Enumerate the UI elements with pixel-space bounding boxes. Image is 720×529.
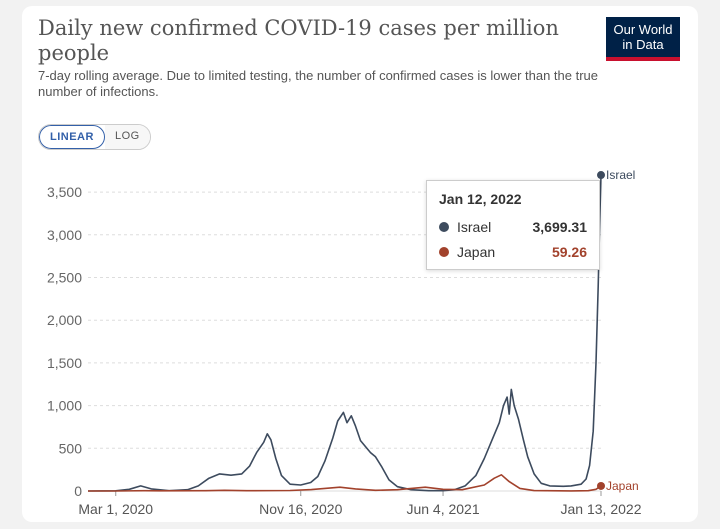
japan-dot-icon xyxy=(439,247,449,257)
y-tick-label: 3,000 xyxy=(47,227,82,243)
tooltip-series-value: 59.26 xyxy=(551,244,587,260)
y-tick-label: 1,000 xyxy=(47,398,82,414)
tooltip-row-japan: Japan 59.26 xyxy=(439,244,587,260)
tooltip-series-name: Japan xyxy=(457,244,496,260)
x-tick-label: Mar 1, 2020 xyxy=(78,501,153,517)
series-end-point-israel xyxy=(597,171,605,180)
y-tick-label: 2,500 xyxy=(47,269,82,285)
scale-toggle: LINEAR LOG xyxy=(38,124,151,150)
x-tick-label: Jan 13, 2022 xyxy=(561,501,642,517)
logo-line-1: Our World xyxy=(613,22,673,37)
logo-accent-bar xyxy=(606,57,680,61)
series-end-label-japan: Japan xyxy=(606,479,639,493)
x-tick-label: Nov 16, 2020 xyxy=(259,501,342,517)
series-line-israel xyxy=(87,175,602,492)
series-end-point-japan xyxy=(597,481,605,490)
x-tick-label: Jun 4, 2021 xyxy=(406,501,479,517)
series-end-label-israel: Israel xyxy=(606,168,635,182)
linear-scale-button[interactable]: LINEAR xyxy=(39,125,105,149)
y-tick-label: 3,500 xyxy=(47,184,82,200)
hover-tooltip: Jan 12, 2022 Israel 3,699.31 Japan 59.26 xyxy=(426,180,600,270)
israel-dot-icon xyxy=(439,222,449,232)
log-scale-button[interactable]: LOG xyxy=(104,125,150,149)
y-tick-label: 1,500 xyxy=(47,355,82,371)
series-line-japan xyxy=(88,474,602,492)
chart-title: Daily new confirmed COVID-19 cases per m… xyxy=(38,16,559,65)
y-tick-label: 2,000 xyxy=(47,312,82,328)
tooltip-date: Jan 12, 2022 xyxy=(439,191,522,207)
tooltip-row-israel: Israel 3,699.31 xyxy=(439,219,587,235)
tooltip-series-value: 3,699.31 xyxy=(532,219,588,235)
logo-line-2: in Data xyxy=(622,37,664,52)
chart-subtitle: 7-day rolling average. Due to limited te… xyxy=(38,68,599,99)
tooltip-series-name: Israel xyxy=(457,219,492,235)
owid-logo[interactable]: Our World in Data xyxy=(606,17,680,61)
y-tick-label: 500 xyxy=(59,440,83,456)
y-tick-label: 0 xyxy=(74,483,82,499)
